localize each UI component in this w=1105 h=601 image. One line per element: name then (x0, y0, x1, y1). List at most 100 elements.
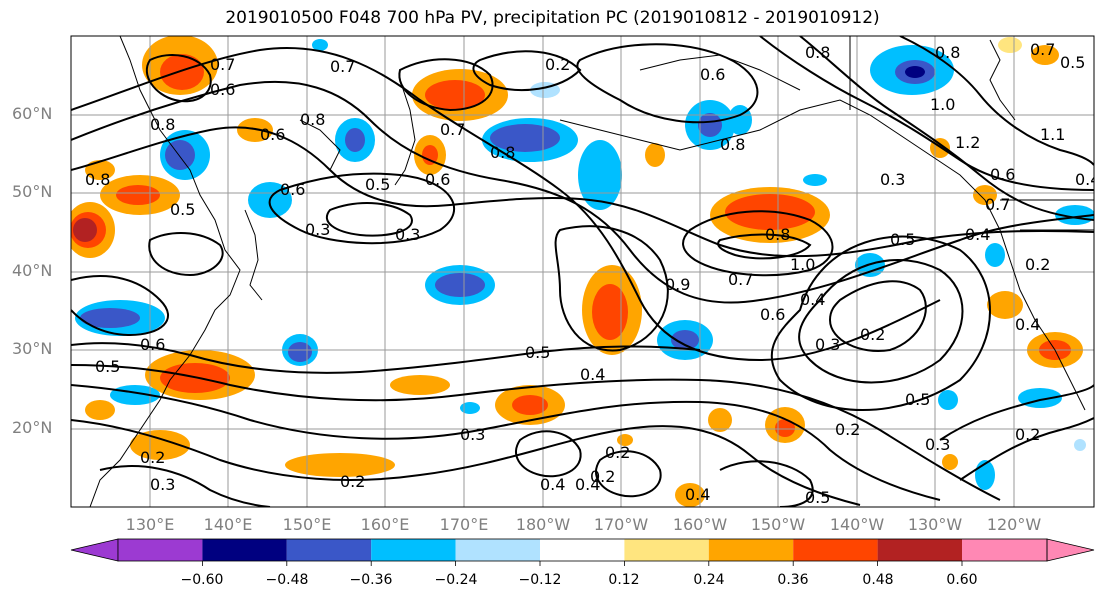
contour-label: 0.6 (260, 125, 285, 144)
contour-label: 0.3 (880, 170, 905, 189)
lat-label: 30°N (12, 339, 53, 358)
contour-label: 1.0 (790, 255, 815, 274)
colorbar-bin (708, 539, 794, 561)
contour-label: 0.8 (490, 143, 515, 162)
colorbar-tick-label: 0.36 (777, 572, 809, 588)
lat-label: 50°N (12, 182, 53, 201)
contour-label: 0.6 (760, 305, 785, 324)
lon-label: 130°W (907, 515, 963, 534)
contour-label: 0.3 (395, 225, 420, 244)
contour-label: 0.5 (805, 488, 830, 507)
contour-label: 0.6 (700, 65, 725, 84)
contour-label: 0.5 (890, 230, 915, 249)
colorbar-tick-label: 0.48 (862, 572, 894, 588)
pv-contours (71, 36, 1094, 507)
contour-label: 0.4 (580, 365, 605, 384)
lon-label: 120°W (986, 515, 1042, 534)
contour-label: 0.6 (280, 180, 305, 199)
contour-label: 0.5 (905, 390, 930, 409)
contour-label: 0.7 (210, 55, 235, 74)
lon-label: 170°E (439, 515, 489, 534)
lon-label: 150°W (750, 515, 806, 534)
contour-label: 0.8 (720, 135, 745, 154)
contour-label: 0.7 (728, 270, 753, 289)
lat-label: 60°N (12, 104, 53, 123)
contour-label: 1.0 (930, 95, 955, 114)
contour-label: 0.3 (815, 335, 840, 354)
colorbar-tick-label: −0.36 (349, 572, 393, 588)
contour-label: 0.8 (805, 43, 830, 62)
contour-label: 0.7 (985, 195, 1010, 214)
colorbar-bin (540, 539, 625, 561)
contour-label: 0.2 (1025, 255, 1050, 274)
contour-label: 1.2 (955, 133, 980, 152)
contour-label: 0.2 (340, 472, 365, 491)
contour-label: 0.6 (990, 165, 1015, 184)
contour-label: 0.2 (835, 420, 860, 439)
colorbar-bin (624, 539, 709, 561)
contour-label: 0.8 (85, 170, 110, 189)
lon-label: 140°E (203, 515, 253, 534)
contour-label: 0.6 (425, 170, 450, 189)
contour-label: 0.5 (170, 200, 195, 219)
contour-label: 0.3 (150, 475, 175, 494)
contour-label: 0.3 (460, 425, 485, 444)
contour-label: 0.2 (605, 443, 630, 462)
contour-label: 0.4 (965, 225, 990, 244)
contour-label: 0.2 (590, 467, 615, 486)
lon-label: 160°E (360, 515, 410, 534)
contour-label: 0.3 (925, 435, 950, 454)
contour-label: 0.4 (575, 475, 600, 494)
gridlines (71, 36, 1094, 507)
contour-label: 0.2 (545, 55, 570, 74)
colorbar-tick-label: 0.60 (946, 572, 978, 588)
contour-label: 1.1 (1040, 125, 1065, 144)
contour-label: 0.2 (140, 448, 165, 467)
contour-label: 0.6 (210, 80, 235, 99)
map-area: 0.7 0.2 0.8 0.7 0.6 0.6 0.8 0.8 0.7 0.8 … (71, 36, 1100, 507)
lat-label: 40°N (12, 261, 53, 280)
colorbar-tick-label: −0.12 (518, 572, 562, 588)
contour-label: 0.5 (1060, 53, 1085, 72)
colorbar-bin (371, 539, 456, 561)
contour-label: 0.2 (860, 325, 885, 344)
contour-label: 0.2 (1015, 425, 1040, 444)
colorbar-bin (877, 539, 962, 561)
colorbar (70, 538, 1095, 566)
colorbar-bin (793, 539, 878, 561)
lon-label: 170°W (593, 515, 649, 534)
colorbar-bin (455, 539, 540, 561)
contour-label: 0.4 (1015, 315, 1040, 334)
lon-label: 180°W (515, 515, 571, 534)
contour-label: 0.8 (150, 115, 175, 134)
contour-label: 0.5 (365, 175, 390, 194)
contour-label: 0.6 (140, 335, 165, 354)
contour-label: 0.4 (540, 475, 565, 494)
contour-label: 0.5 (525, 343, 550, 362)
lon-label: 130°E (125, 515, 175, 534)
contour-label: 0.4 (1075, 170, 1100, 189)
colorbar-tick-label: 0.12 (608, 572, 640, 588)
colorbar-bin (962, 539, 1047, 561)
colorbar-bin (286, 539, 372, 561)
figure-title: 2019010500 F048 700 hPa PV, precipitatio… (225, 8, 880, 28)
colorbar-bin (202, 539, 287, 561)
contour-label: 0.7 (440, 120, 465, 139)
contour-label: 0.8 (300, 110, 325, 129)
colorbar-tick-label: −0.48 (265, 572, 309, 588)
colorbar-frame (117, 538, 1048, 562)
lon-label: 140°W (829, 515, 885, 534)
map-frame (70, 35, 1095, 508)
colorbar-bin (118, 539, 203, 561)
colorbar-tick-label: −0.24 (434, 572, 478, 588)
contour-label: 0.4 (800, 290, 825, 309)
contour-label: 0.8 (935, 43, 960, 62)
lon-label: 150°E (282, 515, 332, 534)
contour-label: 0.7 (1030, 40, 1055, 59)
contour-label: 0.5 (95, 357, 120, 376)
colorbar-extend-low (70, 538, 119, 562)
contour-label: 0.4 (685, 485, 710, 504)
lat-label: 20°N (12, 418, 53, 437)
contour-label: 0.7 (330, 57, 355, 76)
